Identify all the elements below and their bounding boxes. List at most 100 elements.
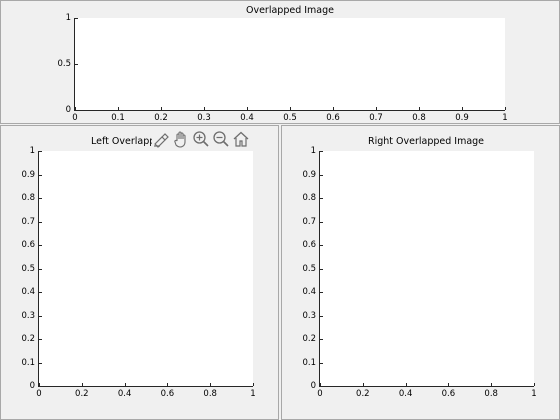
top-x-axis-line <box>75 110 505 111</box>
left-y-tick <box>39 339 42 340</box>
left-x-tick-label: 0.6 <box>160 389 175 399</box>
left-x-tick <box>125 383 126 386</box>
top-x-tick <box>419 107 420 110</box>
left-x-tick <box>82 383 83 386</box>
right-x-tick-label: 0.2 <box>356 389 370 399</box>
right-y-tick-label: 0.3 <box>302 310 316 321</box>
top-x-tick <box>376 107 377 110</box>
right-x-tick-label: 0.6 <box>441 389 456 399</box>
top-y-tick-label: 0.5 <box>57 58 71 69</box>
zoom-in-button[interactable] <box>192 130 210 148</box>
top-axes-title: Overlapped Image <box>245 5 335 16</box>
left-x-tick-label: 1 <box>250 389 256 399</box>
left-y-tick <box>39 245 42 246</box>
top-x-tick-label: 0.5 <box>283 113 297 123</box>
left-x-tick-label: 0.4 <box>117 389 132 399</box>
top-x-tick-label: 0.4 <box>240 113 254 123</box>
right-x-tick-label: 0.4 <box>398 389 413 399</box>
top-x-tick-label: 0.6 <box>326 113 340 123</box>
zoom-out-button[interactable] <box>212 130 230 148</box>
top-x-tick <box>247 107 248 110</box>
right-y-tick <box>320 175 323 176</box>
left-y-tick <box>39 151 42 152</box>
right-y-tick <box>320 386 323 387</box>
top-y-axis-line <box>74 18 75 111</box>
right-x-axis-line <box>320 386 534 387</box>
left-x-axis-line <box>39 386 253 387</box>
left-y-tick-label: 0.2 <box>21 333 35 344</box>
top-x-tick <box>75 107 76 110</box>
top-x-tick-label: 0.3 <box>197 113 211 123</box>
top-x-tick <box>204 107 205 110</box>
left-x-tick <box>210 383 211 386</box>
right-y-tick-label: 0.7 <box>302 216 316 227</box>
right-x-tick-label: 0 <box>317 389 323 399</box>
left-axes-title: Left Overlapped Image <box>91 136 200 147</box>
top-x-tick-label: 0.9 <box>455 113 469 123</box>
brush-button[interactable] <box>152 130 170 148</box>
right-panel: Right Overlapped Image 0 0.2 0.4 0.6 0.8 1 0 0.… <box>281 125 560 420</box>
right-y-tick <box>320 339 323 340</box>
right-y-tick-label: 0.5 <box>302 263 316 274</box>
left-y-tick-label: 0.6 <box>21 239 35 250</box>
top-axes[interactable] <box>75 18 505 110</box>
home-button[interactable] <box>232 130 250 148</box>
right-y-tick <box>320 363 323 364</box>
right-y-tick-label: 0.6 <box>302 239 316 250</box>
top-x-tick <box>118 107 119 110</box>
right-x-tick <box>363 383 364 386</box>
left-x-tick-label: 0.2 <box>75 389 89 399</box>
left-y-tick <box>39 222 42 223</box>
left-y-tick-label: 0.3 <box>21 310 35 321</box>
left-x-tick-label: 0.8 <box>203 389 217 399</box>
top-y-tick <box>75 110 78 111</box>
right-y-tick-label: 0.9 <box>302 169 316 180</box>
left-y-tick-label: 0 <box>29 380 35 391</box>
right-y-tick <box>320 222 323 223</box>
left-y-tick <box>39 316 42 317</box>
left-x-tick <box>39 383 40 386</box>
axes-toolbar <box>152 130 250 148</box>
top-x-tick <box>290 107 291 110</box>
right-y-tick-label: 0.1 <box>302 357 316 368</box>
right-y-axis-line <box>319 151 320 387</box>
right-y-tick <box>320 316 323 317</box>
right-y-tick <box>320 269 323 270</box>
left-y-tick <box>39 269 42 270</box>
left-y-axis-line <box>38 151 39 387</box>
top-x-tick-label: 0.7 <box>369 113 383 123</box>
right-axes-title: Right Overlapped Image <box>367 136 485 147</box>
left-y-tick <box>39 386 42 387</box>
right-y-tick <box>320 245 323 246</box>
top-x-tick-label: 0.8 <box>412 113 426 123</box>
top-y-tick <box>75 64 78 65</box>
top-x-tick-label: 0.1 <box>111 113 125 123</box>
top-y-tick-label: 0 <box>65 104 71 115</box>
top-x-tick <box>505 107 506 110</box>
right-x-tick <box>320 383 321 386</box>
top-panel: Overlapped Image 0 0.1 0.2 0.3 0.4 0.5 0.6 0.7 0… <box>0 0 560 124</box>
left-panel: Left Overlapped Image <box>0 125 279 420</box>
right-x-tick-label: 0.8 <box>484 389 498 399</box>
left-y-tick <box>39 175 42 176</box>
right-y-tick-label: 0.4 <box>302 286 316 297</box>
left-y-tick-label: 0.4 <box>21 286 35 297</box>
left-y-tick-label: 0.8 <box>21 192 35 203</box>
right-y-tick <box>320 198 323 199</box>
brush-icon <box>154 133 169 148</box>
right-axes[interactable] <box>320 151 534 386</box>
right-x-tick <box>406 383 407 386</box>
right-x-tick-label: 1 <box>531 389 537 399</box>
right-x-tick <box>491 383 492 386</box>
left-y-tick-label: 1 <box>29 145 35 156</box>
left-y-tick-label: 0.7 <box>21 216 35 227</box>
right-y-tick-label: 0.2 <box>302 333 316 344</box>
pan-button[interactable] <box>172 130 190 148</box>
home-icon <box>233 131 249 147</box>
left-y-tick <box>39 292 42 293</box>
zoom-out-icon <box>213 131 229 147</box>
right-y-tick <box>320 292 323 293</box>
top-x-tick <box>333 107 334 110</box>
left-axes[interactable] <box>39 151 253 386</box>
right-y-tick-label: 1 <box>310 145 316 156</box>
